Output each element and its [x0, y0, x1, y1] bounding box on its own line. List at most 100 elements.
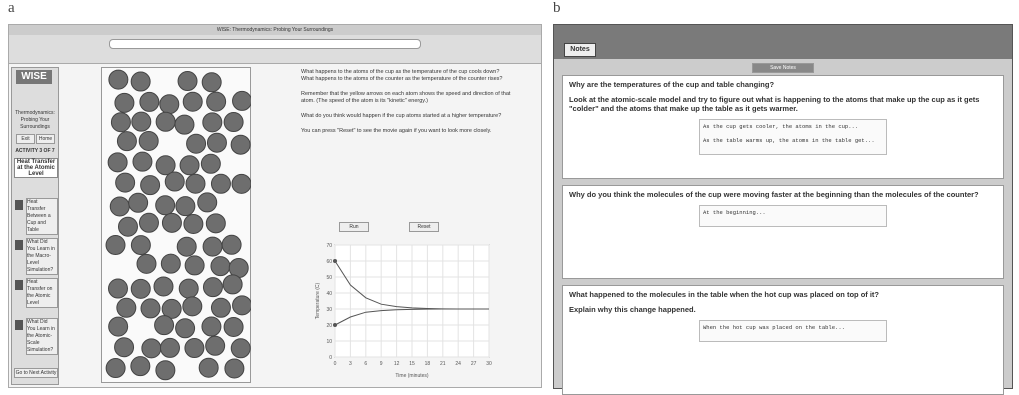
step-link: What Did You Learn in the Atomic-Scale S…	[26, 318, 58, 355]
x-tick-label: 24	[455, 361, 461, 367]
notes-body: Save Notes Why are the temperatures of t…	[554, 59, 1012, 388]
step-icon	[15, 320, 23, 330]
paragraph: You can press "Reset" to see the movie a…	[301, 128, 511, 135]
button[interactable]: Home	[36, 134, 55, 144]
answer-text: As the table warms up, the atoms in the …	[703, 137, 883, 144]
atom	[180, 156, 199, 175]
atom	[222, 235, 241, 254]
x-tick-label: 30	[486, 361, 492, 367]
page: a b WISE: Thermodynamics: Probing Your S…	[0, 0, 1019, 387]
atom	[233, 91, 251, 110]
atom	[203, 278, 222, 297]
atom	[225, 359, 244, 378]
panel-label: a	[8, 0, 15, 17]
atom	[117, 298, 136, 317]
atom	[106, 236, 125, 255]
answer-box[interactable]: As the cup gets cooler, the atoms in the…	[699, 119, 887, 155]
atom	[106, 359, 125, 378]
question-card: What happened to the molecules in the ta…	[562, 285, 1004, 395]
y-tick-label: 70	[326, 243, 332, 249]
y-tick-label: 30	[326, 307, 332, 313]
button[interactable]: Exit	[16, 134, 35, 144]
atom	[211, 298, 230, 317]
atom	[176, 197, 195, 216]
atom	[156, 112, 175, 131]
save-button[interactable]: Save Notes	[752, 63, 814, 73]
atom	[224, 113, 243, 132]
x-tick-label: 12	[394, 361, 400, 367]
x-tick-label: 21	[440, 361, 446, 367]
atom	[211, 257, 230, 276]
atom	[223, 275, 242, 294]
toolbar	[9, 35, 541, 64]
question-prompt: Why do you think the molecules of the cu…	[569, 190, 997, 199]
atom	[206, 336, 225, 355]
atom	[139, 131, 158, 150]
atom	[202, 317, 221, 336]
run-button[interactable]: Run	[339, 222, 369, 232]
atom	[201, 154, 220, 173]
atom	[202, 73, 221, 92]
atom	[183, 297, 202, 316]
step-link: Heat Transfer on the Atomic Level	[26, 278, 58, 308]
atom	[109, 317, 128, 336]
atom	[232, 174, 251, 193]
x-tick-label: 6	[364, 361, 367, 367]
atom	[133, 152, 152, 171]
atom	[141, 176, 160, 195]
atom	[141, 299, 160, 318]
atom	[206, 214, 225, 233]
atom	[179, 279, 198, 298]
atom	[165, 172, 184, 191]
atom	[115, 93, 134, 112]
atom	[185, 339, 204, 358]
atom	[233, 296, 251, 315]
activity-title: Heat Transfer at the Atomic Level	[14, 158, 58, 178]
reset-button[interactable]: Reset	[409, 222, 439, 232]
paragraph: What do you think would happen if the cu…	[301, 113, 511, 120]
atom	[131, 357, 150, 376]
answer-box[interactable]: When the hot cup was placed on the table…	[699, 320, 887, 342]
step-link: Heat Transfer Between a Cup and Table	[26, 198, 58, 235]
question-prompt: Why are the temperatures of the cup and …	[569, 80, 997, 89]
y-tick-label: 40	[326, 291, 332, 297]
answer-text: At the beginning...	[703, 209, 883, 216]
sidebar: WISE Thermodynamics: Probing Your Surrou…	[11, 67, 59, 385]
notes-tab[interactable]: Notes	[564, 43, 596, 57]
atom	[185, 256, 204, 275]
paragraph: What happens to the atoms of the cup as …	[301, 69, 511, 83]
question-detail: Explain why this change happened.	[569, 305, 997, 314]
atom	[116, 173, 135, 192]
browser-window: WISE: Thermodynamics: Probing Your Surro…	[8, 24, 542, 388]
content: What happens to the atoms of the cup as …	[301, 69, 511, 143]
x-tick-label: 18	[425, 361, 431, 367]
logo: WISE	[16, 70, 52, 84]
next-button[interactable]: Go to Next Activity	[14, 368, 58, 378]
atom	[129, 193, 148, 212]
question-detail: Look at the atomic-scale model and try t…	[569, 95, 997, 113]
answer-text: When the hot cup was placed on the table…	[703, 324, 883, 331]
atom	[177, 237, 196, 256]
atom	[160, 338, 179, 357]
atom	[203, 237, 222, 256]
atom	[183, 92, 202, 111]
atom	[156, 196, 175, 215]
y-tick-label: 20	[326, 323, 332, 329]
atom	[231, 339, 250, 358]
question-card: Why do you think the molecules of the cu…	[562, 185, 1004, 279]
answer-box[interactable]: At the beginning...	[699, 205, 887, 227]
start-point	[333, 259, 337, 263]
url-bar[interactable]	[109, 39, 421, 49]
question-card: Why are the temperatures of the cup and …	[562, 75, 1004, 179]
y-tick-label: 0	[329, 355, 332, 361]
panel-label: b	[553, 0, 561, 17]
atom	[198, 193, 217, 212]
atom	[211, 174, 230, 193]
atom	[108, 153, 127, 172]
atom	[178, 72, 197, 91]
atom	[231, 135, 250, 154]
y-axis-label: Temperature (C)	[315, 282, 321, 319]
y-tick-label: 50	[326, 275, 332, 281]
atom	[207, 92, 226, 111]
atom	[203, 113, 222, 132]
